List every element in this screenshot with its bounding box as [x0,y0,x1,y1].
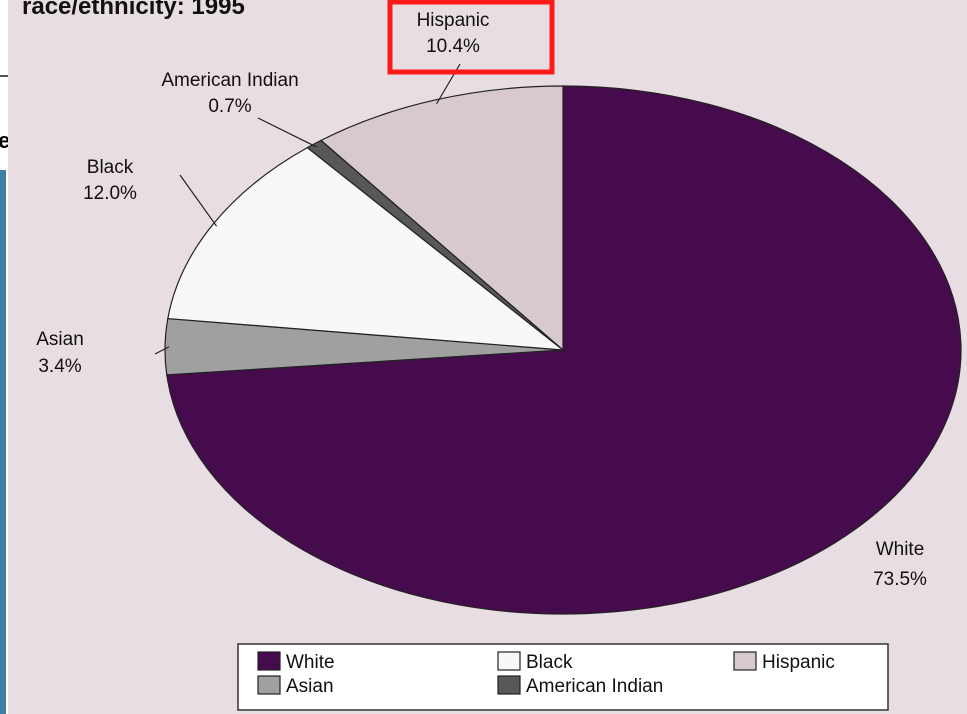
slice-value-label-black: 12.0% [83,183,137,204]
leader-line-black [179,174,218,227]
pie-slice-hispanic [319,85,564,352]
highlight-box [387,0,555,75]
legend-swatch-black [497,651,521,671]
slice-name-label-american-indian: American Indian [161,70,298,91]
slide-side-accent-bar [0,170,6,714]
legend: White Black Hispanic Asian American Indian [237,643,889,711]
slice-value-label-asian: 3.4% [38,356,81,377]
slice-labels: White 73.5% Asian 3.4% Black 12.0% American In… [36,10,927,590]
slice-value-label-american-indian: 0.7% [208,96,251,117]
legend-label-white: White [286,652,335,673]
legend-swatch-hispanic [733,651,757,671]
legend-frame [237,643,889,711]
legend-label-hispanic: Hispanic [762,652,835,673]
legend-label-asian: Asian [286,676,334,697]
slice-name-label-asian: Asian [36,329,84,350]
legend-swatch-asian [257,675,281,695]
slice-value-label-hispanic: 10.4% [426,36,480,57]
legend-label-black: Black [526,652,573,673]
pie-slice-black [167,146,565,351]
legend-label-american-indian: American Indian [526,676,663,697]
slice-name-label-white: White [876,539,925,560]
slice-value-label-white: 73.5% [873,569,927,590]
slide-edge-text: e [0,128,11,153]
leader-line-asian [154,346,170,355]
slice-name-label-black: Black [87,157,134,178]
slide-divider [0,75,10,77]
chart-title: race/ethnicity: 1995 [22,0,245,20]
leader-lines [154,63,461,355]
slide-background-strip [0,0,8,82]
slice-name-label-hispanic: Hispanic [417,10,490,31]
legend-swatch-american-indian [497,675,521,695]
pie-slices [164,85,962,615]
legend-swatch-white [257,651,281,671]
leader-line-american-indian [257,117,317,148]
